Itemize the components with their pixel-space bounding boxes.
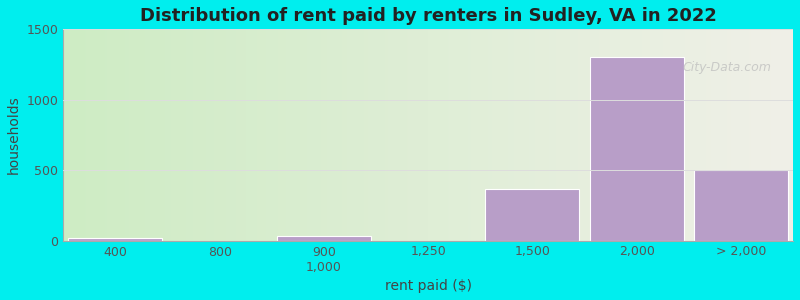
Bar (694, 170, 788, 241)
Bar (590, 58, 683, 241)
Bar (277, 236, 371, 241)
Bar (486, 188, 579, 241)
Title: Distribution of rent paid by renters in Sudley, VA in 2022: Distribution of rent paid by renters in … (140, 7, 717, 25)
Text: City-Data.com: City-Data.com (682, 61, 771, 74)
Bar (69, 238, 162, 241)
Y-axis label: households: households (7, 96, 21, 174)
X-axis label: rent paid ($): rent paid ($) (385, 279, 472, 293)
